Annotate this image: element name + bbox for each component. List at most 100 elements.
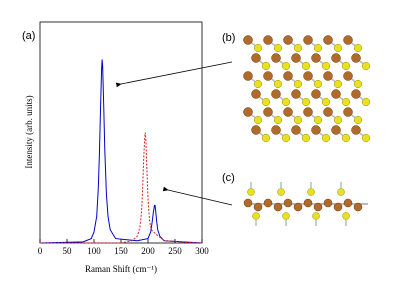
atom	[353, 79, 363, 89]
structures	[243, 35, 371, 226]
atom	[331, 53, 341, 63]
atom	[243, 198, 253, 208]
atom	[323, 107, 333, 117]
panel-label: (a)	[22, 30, 35, 42]
atom	[321, 97, 331, 107]
atom	[303, 71, 313, 81]
atom	[313, 115, 323, 125]
x-tick-label: 0	[38, 246, 43, 256]
atom	[301, 61, 311, 71]
atom	[291, 125, 301, 135]
atom	[311, 89, 321, 99]
atom	[283, 107, 293, 117]
atom	[333, 43, 343, 53]
atom	[243, 35, 253, 45]
atom	[253, 115, 263, 125]
atom	[307, 188, 315, 196]
atom	[252, 212, 260, 220]
atom	[281, 97, 291, 107]
atom	[293, 202, 303, 212]
atom	[247, 188, 255, 196]
atom	[353, 115, 363, 125]
atom	[251, 125, 261, 135]
atom	[273, 43, 283, 53]
atom	[282, 212, 290, 220]
atom	[343, 35, 353, 45]
atom	[333, 202, 343, 212]
spectrum-line	[40, 132, 203, 244]
atom	[243, 107, 253, 117]
atom	[343, 107, 353, 117]
atom	[263, 71, 273, 81]
atom	[281, 61, 291, 71]
atom	[333, 115, 343, 125]
atom	[311, 125, 321, 135]
atom	[303, 107, 313, 117]
atom	[283, 71, 293, 81]
atom	[261, 61, 271, 71]
atom	[313, 202, 323, 212]
atom	[331, 125, 341, 135]
atom	[361, 61, 371, 71]
atom	[291, 89, 301, 99]
atom	[361, 133, 371, 143]
x-tick-label: 300	[195, 246, 209, 256]
atom	[273, 202, 283, 212]
atom	[311, 53, 321, 63]
atom	[291, 53, 301, 63]
atom	[271, 125, 281, 135]
atom	[341, 61, 351, 71]
atom	[261, 97, 271, 107]
atom	[253, 79, 263, 89]
atom	[353, 202, 363, 212]
panel-label: (b)	[222, 32, 235, 44]
atom	[321, 133, 331, 143]
atom	[342, 212, 350, 220]
atom	[303, 35, 313, 45]
atom	[271, 89, 281, 99]
atom	[293, 79, 303, 89]
panel-label: (c)	[222, 172, 235, 184]
atom	[301, 133, 311, 143]
atom	[253, 43, 263, 53]
atom	[331, 89, 341, 99]
atom	[351, 125, 361, 135]
atom	[283, 35, 293, 45]
atom	[313, 43, 323, 53]
atom	[351, 53, 361, 63]
atom	[321, 61, 331, 71]
atom	[273, 115, 283, 125]
atom	[277, 188, 285, 196]
spectrum-line	[39, 59, 203, 244]
atom	[251, 53, 261, 63]
atom	[313, 79, 323, 89]
atom	[263, 107, 273, 117]
arrow	[162, 186, 233, 206]
atom	[353, 43, 363, 53]
atom	[337, 188, 345, 196]
atom	[281, 133, 291, 143]
x-tick-label: 200	[141, 246, 155, 256]
x-tick-label: 150	[114, 246, 128, 256]
x-tick-label: 50	[63, 246, 73, 256]
atom	[343, 71, 353, 81]
atom	[303, 198, 313, 208]
atom	[251, 89, 261, 99]
plot-frame	[39, 21, 203, 244]
atom	[333, 79, 343, 89]
atom	[341, 133, 351, 143]
atom	[341, 97, 351, 107]
x-axis-label: Raman Shift (cm⁻¹)	[85, 264, 157, 274]
atom	[263, 35, 273, 45]
atom	[343, 198, 353, 208]
atom	[293, 115, 303, 125]
atom	[323, 71, 333, 81]
x-tick-label: 250	[168, 246, 182, 256]
atom	[263, 198, 273, 208]
atom	[361, 97, 371, 107]
arrow	[115, 61, 233, 88]
atom	[271, 53, 281, 63]
atom	[293, 43, 303, 53]
